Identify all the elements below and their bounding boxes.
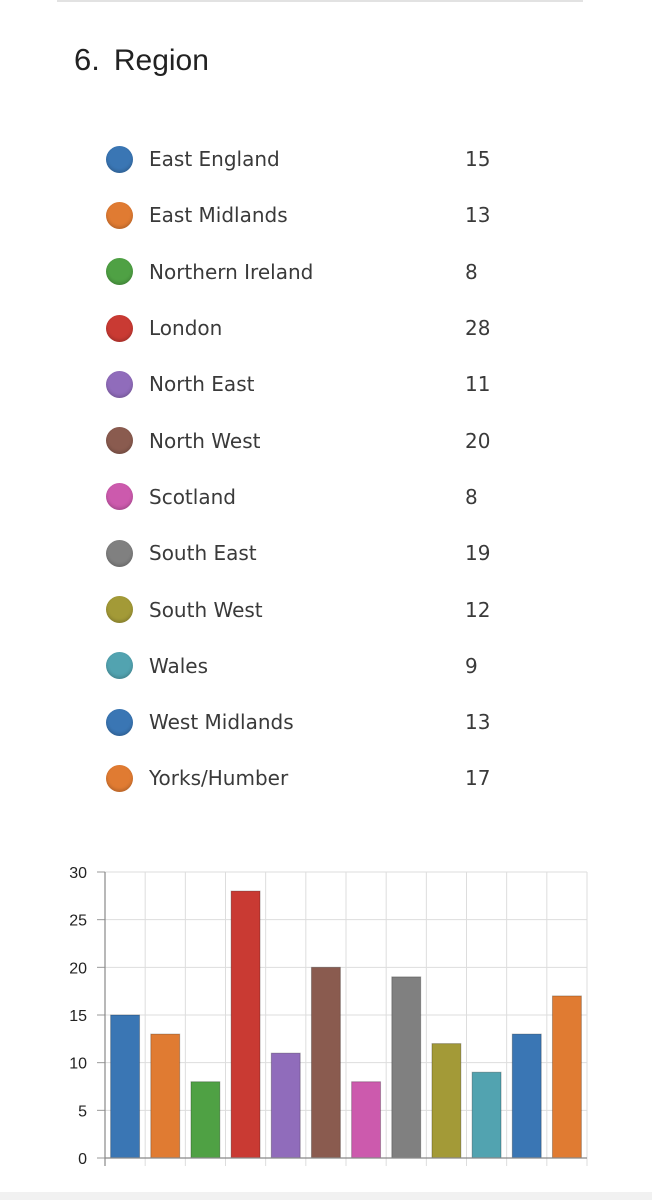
legend-count: 20 <box>465 428 491 453</box>
question-heading: 6. Region <box>74 42 209 82</box>
bar <box>270 1052 301 1159</box>
bar <box>471 1071 502 1159</box>
bar <box>511 1033 542 1159</box>
bar <box>551 995 582 1159</box>
legend-label: Yorks/Humber <box>149 766 289 791</box>
legend-label: East Midlands <box>149 203 288 228</box>
legend-color-dot <box>106 596 133 624</box>
legend-label: South West <box>149 597 263 622</box>
legend-item: North East 11 <box>106 356 526 412</box>
legend-color-dot <box>106 145 133 173</box>
legend-count: 8 <box>465 484 478 509</box>
legend-label: London <box>149 316 223 341</box>
legend-count: 13 <box>465 203 491 228</box>
legend-count: 17 <box>465 766 491 791</box>
legend-item: North West 20 <box>106 412 526 468</box>
bottom-divider <box>0 1192 652 1200</box>
legend-count: 9 <box>465 653 478 678</box>
legend-color-dot <box>106 539 133 567</box>
bar <box>150 1033 181 1159</box>
legend-item: Yorks/Humber 17 <box>106 750 526 806</box>
legend-color-dot <box>106 483 133 511</box>
legend-color-dot <box>106 370 133 398</box>
legend-label: South East <box>149 541 257 566</box>
legend-color-dot <box>106 427 133 455</box>
legend-count: 11 <box>465 372 491 397</box>
legend-count: 13 <box>465 710 491 735</box>
bar-chart: 0 5 10 15 20 25 30 <box>69 865 588 1168</box>
legend-color-dot <box>106 764 133 792</box>
legend-color-dot <box>106 708 133 736</box>
question-title: Region <box>113 44 209 77</box>
legend-item: South East 19 <box>106 525 526 581</box>
legend-count: 8 <box>465 259 478 284</box>
legend-count: 19 <box>465 541 491 566</box>
bar <box>391 976 422 1159</box>
y-tick-label: 15 <box>69 1008 87 1025</box>
legend-label: Northern Ireland <box>149 259 314 284</box>
bar <box>431 1043 462 1159</box>
legend-item: London 28 <box>106 300 526 356</box>
legend-label: North East <box>149 372 255 397</box>
legend-color-dot <box>106 652 133 680</box>
legend-item: Scotland 8 <box>106 469 526 525</box>
y-tick-label: 0 <box>78 1151 87 1168</box>
legend-item: South West 12 <box>106 581 526 637</box>
legend-item: East Midlands 13 <box>106 187 526 243</box>
bar <box>230 890 261 1159</box>
question-number: 6. <box>74 42 100 77</box>
legend-label: Wales <box>149 653 209 678</box>
legend-label: Scotland <box>149 484 236 509</box>
legend-color-dot <box>106 258 133 286</box>
legend-list: East England 15 East Midlands 13 Northern Ir… <box>106 131 526 807</box>
legend-count: 12 <box>465 597 491 622</box>
legend-count: 28 <box>465 316 491 341</box>
bar <box>190 1081 221 1159</box>
legend-label: East England <box>149 147 280 172</box>
y-tick-label: 20 <box>69 960 87 977</box>
legend-label: West Midlands <box>149 710 294 735</box>
legend-item: Northern Ireland 8 <box>106 244 526 300</box>
legend-label: North West <box>149 428 261 453</box>
bar <box>110 1014 141 1159</box>
y-tick-label: 25 <box>69 913 87 930</box>
y-tick-label: 30 <box>69 865 87 882</box>
y-tick-label: 10 <box>69 1056 87 1073</box>
y-tick-label: 5 <box>78 1103 87 1120</box>
bar <box>310 966 341 1159</box>
legend-color-dot <box>106 201 133 229</box>
legend-item: West Midlands 13 <box>106 694 526 750</box>
legend-count: 15 <box>465 147 491 172</box>
top-divider <box>57 0 583 2</box>
legend-item: East England 15 <box>106 131 526 187</box>
legend-color-dot <box>106 314 133 342</box>
legend-item: Wales 9 <box>106 638 526 694</box>
bar <box>351 1081 382 1159</box>
